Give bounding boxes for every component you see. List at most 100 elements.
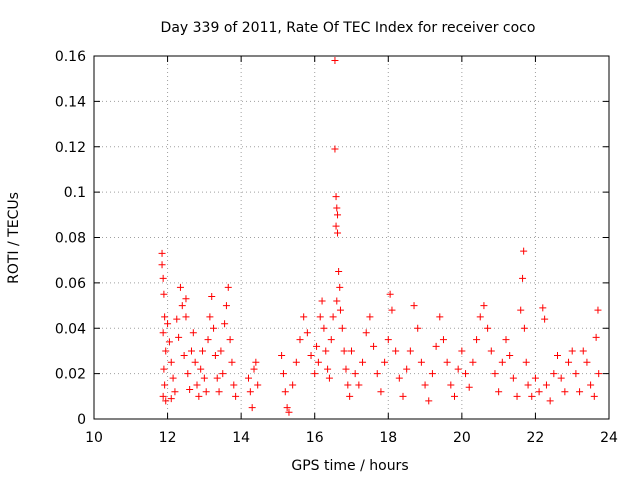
data-point-marker (443, 358, 451, 366)
data-point-marker (161, 381, 169, 389)
data-point-marker (557, 374, 565, 382)
data-point-marker (193, 381, 201, 389)
data-point-marker (250, 365, 258, 373)
data-point-marker (576, 388, 584, 396)
data-point-marker (568, 347, 576, 355)
data-point-marker (252, 358, 260, 366)
data-point-marker (587, 381, 595, 389)
data-point-marker (484, 324, 492, 332)
y-tick-label: 0.12 (55, 140, 86, 156)
y-axis-label: ROTI / TECUs (6, 192, 22, 284)
data-point-marker (439, 336, 447, 344)
data-point-marker (332, 222, 340, 230)
data-point-marker (180, 351, 188, 359)
data-point-marker (206, 313, 214, 321)
data-point-marker (159, 274, 167, 282)
data-point-marker (164, 320, 172, 328)
data-point-marker (191, 358, 199, 366)
data-point-marker (204, 336, 212, 344)
data-point-marker (469, 358, 477, 366)
data-point-marker (336, 306, 344, 314)
data-point-marker (384, 336, 392, 344)
x-tick-label: 10 (85, 430, 103, 446)
x-tick-label: 16 (306, 430, 324, 446)
data-point-marker (158, 249, 166, 257)
data-point-marker (307, 351, 315, 359)
data-point-marker (480, 302, 488, 310)
data-point-marker (344, 381, 352, 389)
data-point-marker (222, 302, 230, 310)
x-axis-label: GPS time / hours (291, 458, 408, 474)
data-point-marker (281, 388, 289, 396)
y-tick-label: 0.16 (55, 49, 86, 65)
grid-layer (94, 56, 609, 419)
data-point-marker (210, 324, 218, 332)
data-point-marker (219, 370, 227, 378)
data-point-marker (595, 370, 603, 378)
data-point-marker (331, 57, 339, 65)
data-point-marker (327, 336, 335, 344)
data-point-marker (161, 313, 169, 321)
data-point-marker (565, 358, 573, 366)
data-point-marker (303, 329, 311, 337)
data-point-marker (359, 358, 367, 366)
data-point-marker (318, 297, 326, 305)
data-point-marker (300, 313, 308, 321)
data-point-marker (338, 324, 346, 332)
data-point-marker (539, 304, 547, 312)
data-point-marker (436, 313, 444, 321)
data-point-marker (160, 290, 168, 298)
data-point-marker (217, 347, 225, 355)
data-point-marker (417, 358, 425, 366)
data-point-marker (506, 351, 514, 359)
data-point-marker (197, 365, 205, 373)
data-point-marker (355, 381, 363, 389)
data-point-marker (491, 370, 499, 378)
data-point-marker (224, 283, 232, 291)
data-point-marker (167, 358, 175, 366)
data-point-marker (487, 347, 495, 355)
data-point-marker (546, 397, 554, 405)
data-point-marker (351, 370, 359, 378)
data-point-marker (572, 370, 580, 378)
data-points (158, 57, 603, 416)
data-point-marker (524, 381, 532, 389)
data-point-marker (541, 315, 549, 323)
data-point-marker (465, 383, 473, 391)
data-point-marker (395, 374, 403, 382)
data-point-marker (254, 381, 262, 389)
data-point-marker (173, 315, 181, 323)
data-point-marker (248, 404, 256, 412)
data-point-marker (522, 358, 530, 366)
data-point-marker (246, 388, 254, 396)
data-point-marker (200, 374, 208, 382)
data-point-marker (221, 320, 229, 328)
data-point-marker (226, 336, 234, 344)
data-point-marker (381, 358, 389, 366)
data-point-marker (520, 324, 528, 332)
data-point-marker (313, 342, 321, 350)
data-point-marker (377, 388, 385, 396)
data-point-marker (520, 247, 528, 255)
data-point-marker (160, 365, 168, 373)
data-point-marker (333, 204, 341, 212)
plot-frame (93, 55, 610, 420)
data-point-marker (502, 336, 510, 344)
data-point-marker (476, 313, 484, 321)
data-point-marker (373, 370, 381, 378)
data-point-marker (278, 351, 286, 359)
data-point-marker (171, 388, 179, 396)
data-point-marker (159, 392, 167, 400)
data-point-marker (159, 329, 167, 337)
data-point-marker (386, 290, 394, 298)
data-point-marker (186, 386, 194, 394)
data-point-marker (184, 370, 192, 378)
data-point-marker (162, 397, 170, 405)
data-point-marker (232, 392, 240, 400)
x-tick-label: 12 (159, 430, 177, 446)
data-point-marker (334, 211, 342, 219)
data-point-marker (528, 392, 536, 400)
data-point-marker (283, 404, 291, 412)
data-point-marker (406, 347, 414, 355)
